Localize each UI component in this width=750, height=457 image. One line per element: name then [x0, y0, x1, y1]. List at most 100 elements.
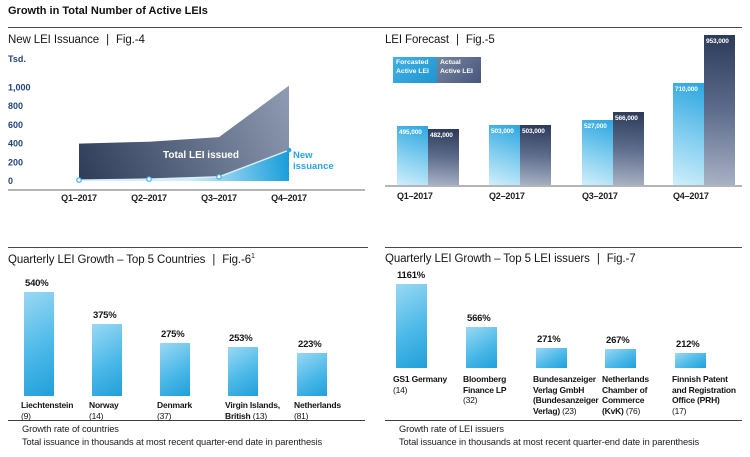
fig6-category-labels: Liechtenstein (9) Norway (14) Denmark (37) Vir…: [8, 400, 368, 422]
growth-bar: [466, 327, 497, 368]
growth-bar: [24, 292, 54, 396]
forecast-bar: 710,000: [673, 83, 704, 185]
data-point-marker: [76, 177, 82, 183]
fig7-category-labels: GS1 Germany (14) Bloomberg Finance LP (32) Bu…: [385, 374, 745, 422]
category-count: (9): [21, 410, 31, 421]
actual-bar: 482,000: [428, 129, 459, 185]
fig4-x-label: Q2–2017: [131, 193, 167, 203]
category-label: Norway (14): [89, 400, 119, 421]
bar-value-label: 503,000: [491, 128, 514, 135]
fig7-separator: |: [596, 253, 600, 265]
legend-line: Active LEI: [396, 67, 429, 75]
fig4-fig-label: Fig.-4: [115, 34, 145, 46]
top5-countries-bar-chart: 540% 375% 275% 253% 223%: [8, 270, 368, 396]
fig6-separator: |: [212, 253, 216, 266]
fig6-header: Quarterly LEI Growth – Top 5 Countries | F…: [8, 253, 255, 266]
legend-actual: Actual Active LEI: [437, 57, 481, 83]
fig5-x-label: Q3–2017: [582, 191, 618, 201]
fig6-footnote-1: Growth rate of countries: [22, 424, 119, 434]
category-name-line: Commerce: [602, 395, 645, 405]
percent-label: 275%: [161, 329, 185, 340]
category-name-line: (Bundesanzeiger: [533, 395, 599, 405]
category-name-line: (KvK) (76): [602, 405, 641, 416]
fig7-footnote-rule: [385, 420, 742, 421]
fig6-title: Quarterly LEI Growth – Top 5 Countries: [8, 253, 206, 266]
forecast-bar: 527,000: [582, 120, 613, 185]
actual-bar: 503,000: [520, 125, 551, 185]
data-point-marker-end: [286, 147, 292, 153]
category-count: (37): [157, 410, 172, 421]
category-name-line: Finance LP: [463, 384, 507, 395]
fig4-title: New LEI Issuance: [8, 34, 100, 46]
fig4-x-axis-labels: Q1–2017 Q2–2017 Q3–2017 Q4–2017: [8, 193, 360, 205]
category-label: Bundesanzeiger Verlag GmbH (Bundesanzeiger…: [533, 374, 599, 416]
fig7-header: Quarterly LEI Growth – Top 5 LEI issuers…: [385, 253, 636, 265]
fig6-fig-label: Fig.-6: [222, 253, 252, 266]
category-name-line: Netherlands: [602, 374, 649, 384]
category-label: Netherlands (81): [294, 400, 341, 421]
fig5-legend: Forcasted Active LEI Actual Active LEI: [393, 57, 481, 83]
bar-value-label: 503,000: [522, 128, 545, 135]
fig5-separator: |: [456, 34, 459, 46]
new-issuance-line: [78, 149, 290, 181]
new-lei-issuance-area-chart: Tsd. 0 200 400 600 800 1,000 Total LEI issued: [8, 54, 292, 184]
total-lei-issued-area: [79, 85, 289, 181]
category-name-line: Denmark: [157, 400, 192, 410]
new-issuance-annotation-line: issuance: [293, 161, 334, 172]
growth-bar: [297, 353, 327, 396]
forecast-bar: 503,000: [489, 125, 520, 185]
y-axis-tick-label: 400: [8, 139, 23, 149]
fig5-title: LEI Forecast: [385, 34, 449, 46]
category-label: Bloomberg Finance LP (32): [463, 374, 507, 406]
forecast-bar: 495,000: [397, 126, 428, 185]
fig4-separator: |: [106, 34, 109, 46]
actual-bar: 953,000: [704, 35, 735, 185]
fig6-footnote-marker: 1: [251, 253, 255, 260]
percent-label: 540%: [25, 278, 49, 289]
fig5-x-axis-line: [385, 185, 742, 187]
total-lei-issued-label: Total LEI issued: [163, 150, 239, 161]
page-title: Growth in Total Number of Active LEIs: [8, 5, 208, 17]
fig4-x-label: Q4–2017: [271, 193, 307, 203]
bar-value-label: 953,000: [706, 38, 729, 45]
category-count: (14): [89, 410, 104, 421]
category-name-line: British (13): [225, 410, 268, 421]
fig4-x-axis-line: [8, 189, 365, 191]
category-count: (17): [672, 405, 687, 416]
top-divider: [8, 27, 742, 28]
category-label: Virgin Islands, British (13): [225, 400, 280, 421]
y-axis-unit-label: Tsd.: [8, 54, 26, 64]
percent-label: 271%: [537, 334, 561, 345]
legend-line: Forcasted: [396, 59, 429, 66]
y-axis-tick-label: 600: [8, 120, 23, 130]
fig6-footnote-rule: [8, 420, 365, 421]
growth-bar: [536, 348, 567, 368]
fig6-footnote-2: Total issuance in thousands at most rece…: [22, 437, 323, 447]
percent-label: 212%: [676, 339, 700, 350]
fig5-x-label: Q2–2017: [489, 191, 525, 201]
growth-bar: [92, 324, 122, 396]
bar-value-label: 482,000: [430, 132, 453, 139]
bar-value-label: 566,000: [615, 115, 638, 122]
legend-line: Actual: [440, 59, 461, 66]
new-issuance-area: [79, 150, 289, 181]
percent-label: 1161%: [397, 270, 426, 281]
category-name-line: Verlag) (23): [533, 405, 577, 416]
category-name-line: Norway: [89, 400, 119, 410]
category-label: Denmark (37): [157, 400, 192, 421]
category-count: (14): [393, 384, 408, 395]
growth-bar: [160, 343, 190, 396]
category-label: Netherlands Chamber of Commerce (KvK) (76): [602, 374, 649, 416]
legend-forecasted: Forcasted Active LEI: [393, 57, 437, 83]
bar-value-label: 495,000: [399, 129, 422, 136]
percent-label: 223%: [298, 339, 322, 350]
fig4-x-label: Q1–2017: [61, 193, 97, 203]
fig7-footnote-2: Total issuance in thousands at most rece…: [399, 437, 700, 447]
category-name-line: and Registration: [672, 384, 736, 395]
category-label: Finnish Patent and Registration Office (PR…: [672, 374, 736, 416]
fig4-header: New LEI Issuance | Fig.-4: [8, 34, 145, 46]
legend-line: Active LEI: [440, 67, 473, 75]
y-axis-tick-label: 0: [8, 176, 13, 184]
fig7-fig-label: Fig.-7: [606, 253, 636, 265]
new-issuance-annotation-line: New: [293, 150, 313, 161]
